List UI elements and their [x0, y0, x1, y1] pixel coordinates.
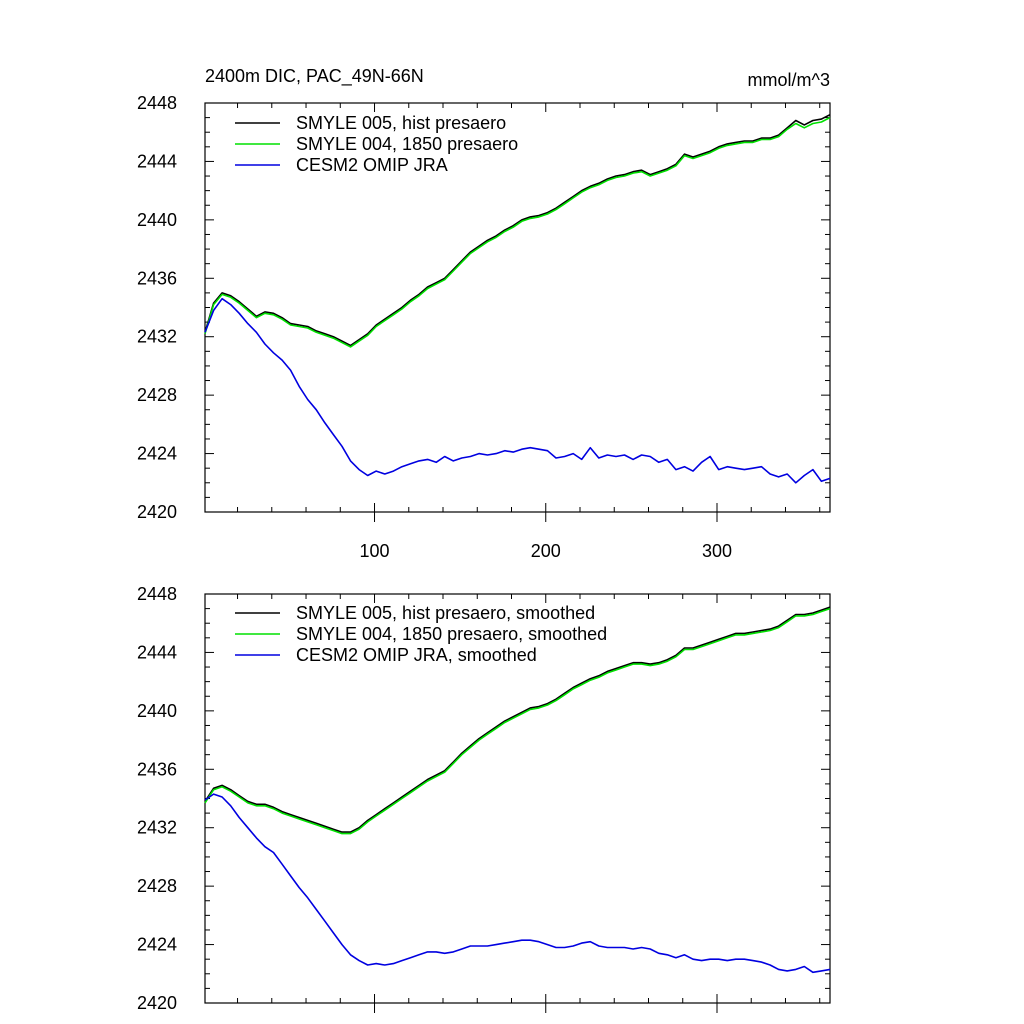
x-tick-label: 100 [359, 541, 389, 561]
axes-top: 2420 2424 2428 2432 2436 2440 2444 2448 100 200 30… [137, 93, 831, 561]
x-tick-label: 300 [702, 541, 732, 561]
y-tick-label: 2448 [137, 93, 177, 113]
panel-top: 2400m DIC, PAC_49N-66N mmol/m^3 2420 2424… [137, 66, 831, 561]
y-tick-label: 2448 [137, 584, 177, 604]
panel-units: mmol/m^3 [748, 70, 830, 90]
legend-label: CESM2 OMIP JRA [296, 155, 448, 175]
y-tick-label: 2436 [137, 759, 177, 779]
y-tick-label: 2424 [137, 444, 177, 464]
legend-label: CESM2 OMIP JRA, smoothed [296, 645, 537, 665]
lines-bottom [204, 606, 831, 974]
lines-top [204, 113, 831, 484]
legend-label: SMYLE 005, hist presaero [296, 113, 506, 133]
y-tick-label: 2444 [137, 642, 177, 662]
y-tick-label: 2444 [137, 151, 177, 171]
y-tick-label: 2440 [137, 701, 177, 721]
y-tick-label: 2432 [137, 327, 177, 347]
series-line [204, 607, 831, 835]
y-tick-label: 2432 [137, 818, 177, 838]
series-line [204, 297, 831, 484]
y-tick-label: 2428 [137, 385, 177, 405]
panel-bottom: 2420 2424 2428 2432 2436 2440 2444 2448 SMYLE 0… [137, 584, 831, 1013]
series-line [204, 793, 831, 974]
y-tick-label: 2424 [137, 935, 177, 955]
series-line [204, 606, 831, 833]
y-tick-label: 2420 [137, 993, 177, 1013]
legend-label: SMYLE 005, hist presaero, smoothed [296, 603, 595, 623]
y-tick-label: 2436 [137, 268, 177, 288]
series-line [204, 116, 831, 348]
y-tick-label: 2420 [137, 502, 177, 522]
axes-bottom: 2420 2424 2428 2432 2436 2440 2444 2448 [137, 584, 831, 1013]
panel-title: 2400m DIC, PAC_49N-66N [205, 66, 424, 87]
x-tick-label: 200 [531, 541, 561, 561]
legend-label: SMYLE 004, 1850 presaero [296, 134, 518, 154]
legend-bottom: SMYLE 005, hist presaero, smoothedSMYLE … [235, 603, 607, 665]
series-line [204, 113, 831, 347]
y-tick-label: 2428 [137, 876, 177, 896]
y-tick-label: 2440 [137, 210, 177, 230]
legend-label: SMYLE 004, 1850 presaero, smoothed [296, 624, 607, 644]
